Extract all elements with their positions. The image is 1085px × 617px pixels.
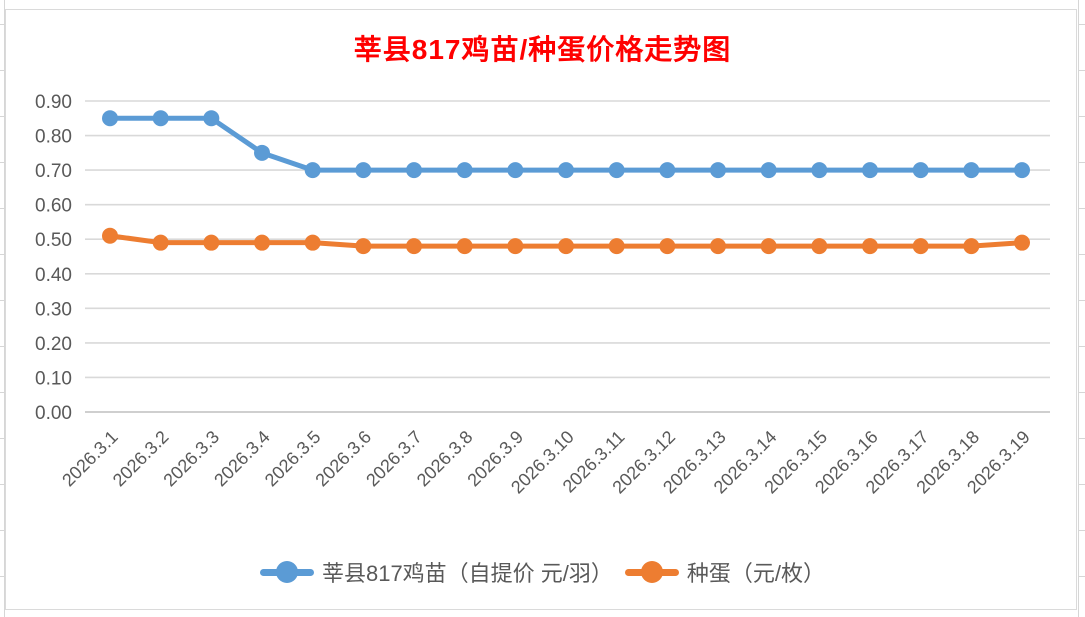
data-point[interactable] <box>254 144 270 161</box>
y-axis-tick-label: 0.40 <box>35 265 72 286</box>
y-axis-tick-label: 0.00 <box>35 403 72 424</box>
data-point[interactable] <box>659 162 676 179</box>
legend-label: 莘县817鸡苗（自提价 元/羽） <box>321 561 613 586</box>
data-point[interactable] <box>862 162 878 179</box>
data-point[interactable] <box>102 110 118 127</box>
data-point[interactable] <box>254 234 270 251</box>
spreadsheet-row-lines-left <box>0 0 4 617</box>
line-marker-icon <box>259 561 314 583</box>
spreadsheet-row-lines-right <box>1079 0 1085 617</box>
data-point[interactable] <box>152 234 169 251</box>
data-point[interactable] <box>102 227 118 244</box>
spreadsheet-column-line-left <box>4 0 5 617</box>
y-axis-tick-label: 0.10 <box>35 368 72 389</box>
data-point[interactable] <box>1014 162 1030 179</box>
y-axis-tick-label: 0.90 <box>35 92 72 113</box>
y-axis-tick-label: 0.60 <box>35 196 72 217</box>
line-marker-icon <box>624 561 679 583</box>
data-point[interactable] <box>355 162 372 179</box>
data-point[interactable] <box>963 238 980 255</box>
legend-label: 种蛋（元/枚） <box>686 561 826 586</box>
data-point[interactable] <box>558 162 574 179</box>
data-point[interactable] <box>406 162 422 179</box>
chart-title[interactable]: 莘县817鸡苗/种蛋价格走势图 <box>353 34 732 65</box>
data-point[interactable] <box>912 238 929 255</box>
legend: 莘县817鸡苗（自提价 元/羽） 种蛋（元/枚） <box>0 556 1085 588</box>
data-point[interactable] <box>1014 234 1030 251</box>
data-point[interactable] <box>456 162 473 179</box>
data-point[interactable] <box>456 238 473 255</box>
data-point[interactable] <box>760 162 777 179</box>
data-point[interactable] <box>558 238 574 255</box>
y-axis-tick-label: 0.30 <box>35 299 72 320</box>
data-point[interactable] <box>304 162 321 179</box>
data-point[interactable] <box>811 162 828 179</box>
data-point[interactable] <box>760 238 777 255</box>
y-axis-tick-label: 0.50 <box>35 230 72 251</box>
data-point[interactable] <box>203 110 220 127</box>
data-point[interactable] <box>304 234 321 251</box>
data-point[interactable] <box>710 162 726 179</box>
y-axis-tick-label: 0.20 <box>35 334 72 355</box>
y-axis-tick-label: 0.80 <box>35 127 72 148</box>
data-point[interactable] <box>912 162 929 179</box>
legend-item-zhongdan[interactable]: 种蛋（元/枚） <box>624 556 826 588</box>
data-point[interactable] <box>710 238 726 255</box>
data-point[interactable] <box>507 162 524 179</box>
data-point[interactable] <box>507 238 524 255</box>
data-point[interactable] <box>203 234 220 251</box>
data-point[interactable] <box>355 238 372 255</box>
y-axis-tick-label: 0.70 <box>35 161 72 182</box>
data-point[interactable] <box>406 238 422 255</box>
spreadsheet-column-line-right <box>1078 0 1079 617</box>
chart-area[interactable] <box>5 9 1077 610</box>
data-point[interactable] <box>963 162 980 179</box>
data-point[interactable] <box>608 162 625 179</box>
data-point[interactable] <box>152 110 169 127</box>
data-point[interactable] <box>862 238 878 255</box>
legend-item-jimiao[interactable]: 莘县817鸡苗（自提价 元/羽） <box>259 556 613 588</box>
data-point[interactable] <box>659 238 676 255</box>
data-point[interactable] <box>608 238 625 255</box>
data-point[interactable] <box>811 238 828 255</box>
